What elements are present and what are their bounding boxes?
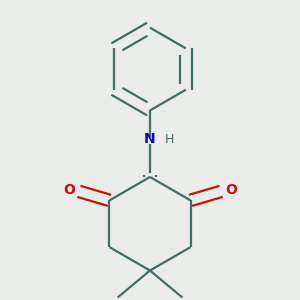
Text: O: O [63,183,75,196]
Text: O: O [225,183,237,196]
Text: H: H [165,133,175,146]
Text: N: N [144,132,156,146]
